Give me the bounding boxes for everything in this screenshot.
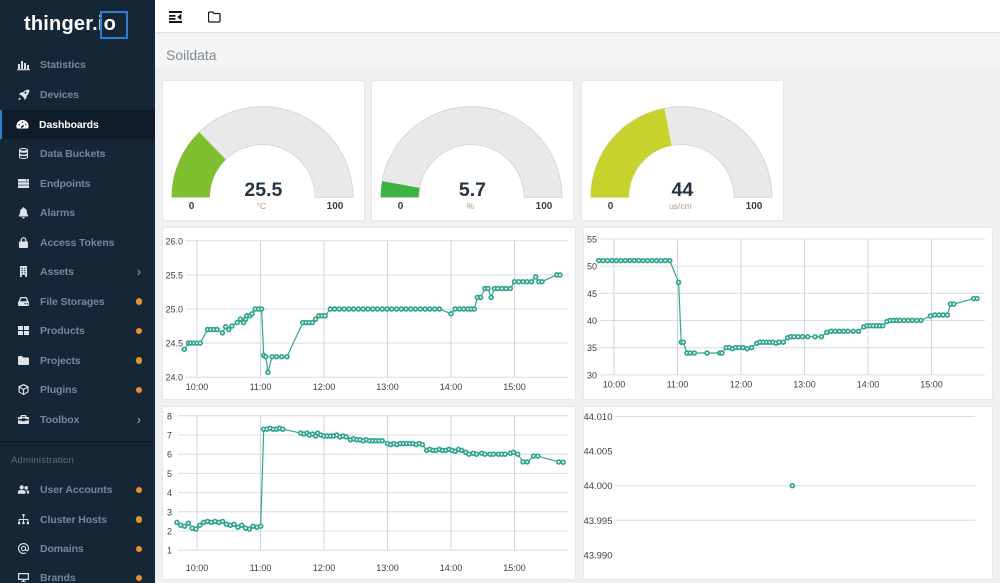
svg-text:14:00: 14:00 <box>440 563 463 573</box>
svg-text:44.010: 44.010 <box>583 412 612 423</box>
svg-text:35: 35 <box>587 343 597 353</box>
svg-text:%: % <box>467 201 475 211</box>
svg-text:24.5: 24.5 <box>165 339 183 349</box>
svg-text:13:00: 13:00 <box>376 382 399 392</box>
svg-text:10:00: 10:00 <box>603 380 626 390</box>
svg-text:44: 44 <box>672 179 694 201</box>
svg-text:0: 0 <box>608 201 614 212</box>
svg-text:24.0: 24.0 <box>165 373 183 383</box>
svg-text:40: 40 <box>587 316 597 326</box>
svg-text:15:00: 15:00 <box>503 563 526 573</box>
svg-text:11:00: 11:00 <box>250 382 272 392</box>
svg-text:0: 0 <box>189 201 195 212</box>
svg-text:50: 50 <box>587 262 597 272</box>
svg-text:26.0: 26.0 <box>165 236 183 246</box>
svg-text:10:00: 10:00 <box>186 382 209 392</box>
svg-text:25.5: 25.5 <box>165 270 183 280</box>
svg-text:7: 7 <box>167 431 172 441</box>
svg-text:44.005: 44.005 <box>583 447 612 458</box>
svg-text:25.0: 25.0 <box>165 305 183 315</box>
svg-text:25.5: 25.5 <box>244 179 282 201</box>
svg-text:11:00: 11:00 <box>250 563 272 573</box>
svg-text:30: 30 <box>587 370 597 380</box>
svg-text:15:00: 15:00 <box>920 380 943 390</box>
svg-text:5: 5 <box>167 469 172 479</box>
svg-text:43.990: 43.990 <box>583 550 612 561</box>
svg-text:100: 100 <box>746 201 763 212</box>
svg-text:12:00: 12:00 <box>313 382 336 392</box>
svg-text:5.7: 5.7 <box>459 179 486 201</box>
svg-text:4: 4 <box>167 488 172 498</box>
svg-text:15:00: 15:00 <box>503 382 526 392</box>
svg-text:0: 0 <box>398 201 404 212</box>
svg-text:100: 100 <box>327 201 344 212</box>
svg-text:3: 3 <box>167 507 172 517</box>
svg-text:45: 45 <box>587 289 597 299</box>
svg-text:8: 8 <box>167 411 172 421</box>
svg-text:14:00: 14:00 <box>857 380 880 390</box>
svg-text:11:00: 11:00 <box>667 380 689 390</box>
svg-text:2: 2 <box>167 527 172 537</box>
svg-text:1: 1 <box>167 546 172 556</box>
svg-text:55: 55 <box>587 234 597 244</box>
svg-text:us/cm: us/cm <box>669 201 692 211</box>
svg-text:13:00: 13:00 <box>793 380 816 390</box>
svg-text:14:00: 14:00 <box>440 382 463 392</box>
svg-text:6: 6 <box>167 450 172 460</box>
svg-text:12:00: 12:00 <box>730 380 753 390</box>
svg-text:10:00: 10:00 <box>186 563 209 573</box>
svg-text:13:00: 13:00 <box>376 563 399 573</box>
svg-text:44.000: 44.000 <box>583 481 612 492</box>
svg-text:°C: °C <box>257 201 267 211</box>
svg-text:100: 100 <box>536 201 553 212</box>
svg-text:12:00: 12:00 <box>313 563 336 573</box>
svg-text:43.995: 43.995 <box>583 516 612 527</box>
